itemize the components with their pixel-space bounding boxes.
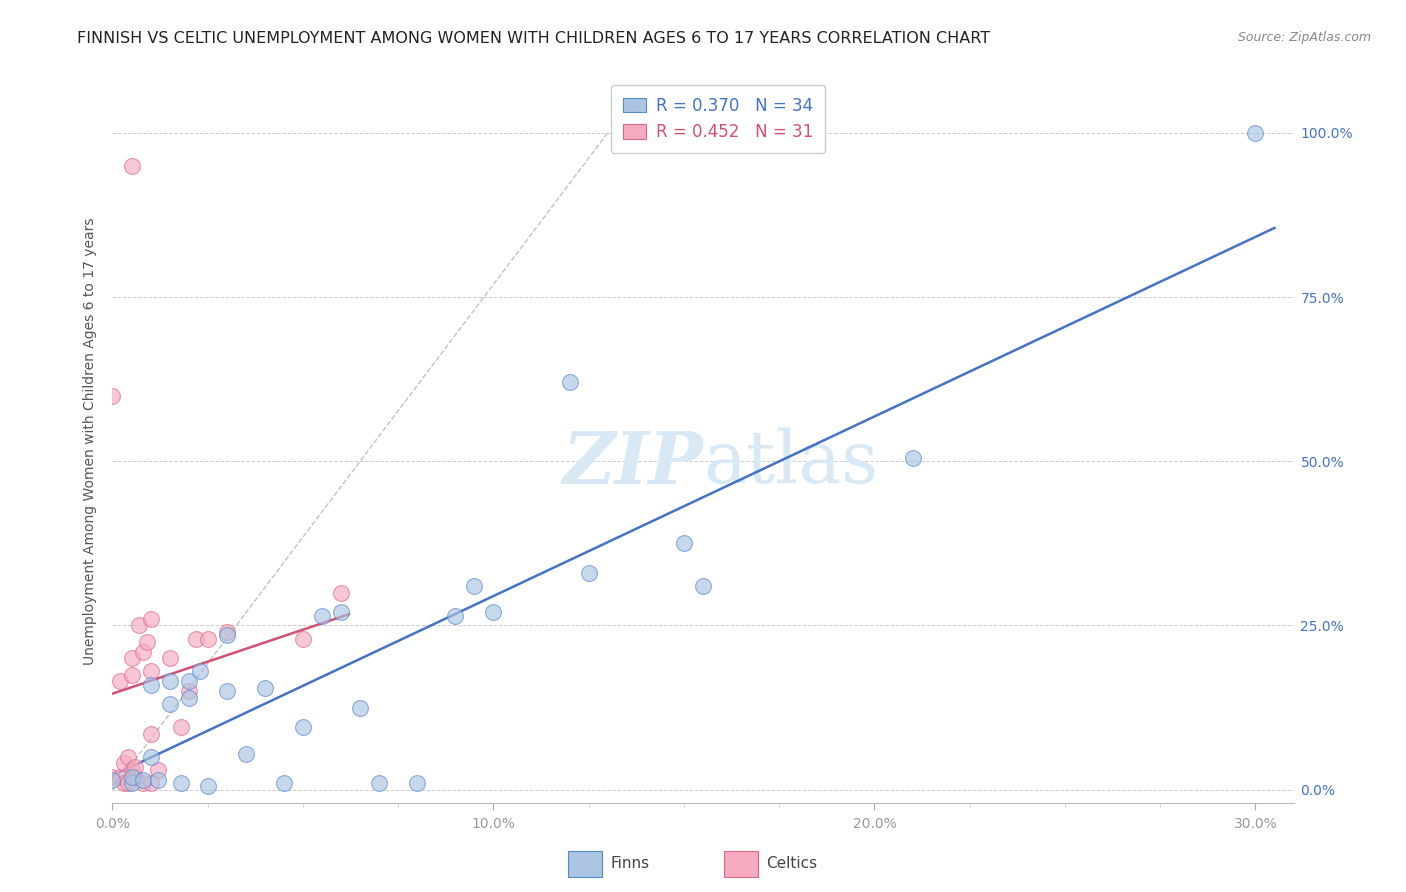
Point	[672, 536, 695, 550]
Point	[135, 635, 157, 649]
Point	[124, 770, 146, 784]
Point	[159, 651, 181, 665]
Point	[177, 684, 200, 698]
Point	[121, 159, 143, 173]
Point	[330, 585, 353, 599]
Point	[139, 727, 162, 741]
Point	[139, 677, 162, 691]
Point	[188, 665, 211, 679]
Point	[139, 776, 162, 790]
Point	[186, 632, 208, 646]
Point	[121, 763, 143, 777]
Point	[117, 749, 139, 764]
Point	[117, 776, 139, 790]
Point	[463, 579, 485, 593]
Point	[235, 747, 257, 761]
Text: Finns: Finns	[610, 855, 650, 871]
Point	[291, 632, 314, 646]
Point	[170, 776, 193, 790]
Point	[159, 698, 181, 712]
Point	[132, 645, 155, 659]
Point	[139, 665, 162, 679]
Point	[159, 674, 181, 689]
Point	[197, 780, 219, 794]
Point	[177, 690, 200, 705]
Point	[177, 674, 200, 689]
Point	[101, 388, 124, 402]
Text: ZIP: ZIP	[562, 428, 703, 499]
Point	[197, 632, 219, 646]
Point	[578, 566, 600, 580]
Point	[901, 450, 924, 465]
Point	[482, 605, 505, 619]
Point	[121, 667, 143, 681]
Point	[112, 756, 135, 771]
Point	[444, 608, 467, 623]
Point	[692, 579, 714, 593]
Point	[139, 612, 162, 626]
Point	[148, 763, 170, 777]
Point	[139, 749, 162, 764]
Text: atlas: atlas	[703, 428, 879, 499]
Text: FINNISH VS CELTIC UNEMPLOYMENT AMONG WOMEN WITH CHILDREN AGES 6 TO 17 YEARS CORR: FINNISH VS CELTIC UNEMPLOYMENT AMONG WOM…	[77, 31, 990, 46]
FancyBboxPatch shape	[568, 851, 602, 877]
Point	[101, 770, 124, 784]
Point	[215, 628, 238, 642]
Point	[253, 681, 276, 695]
Point	[215, 684, 238, 698]
Legend: R = 0.370   N = 34, R = 0.452   N = 31: R = 0.370 N = 34, R = 0.452 N = 31	[612, 85, 825, 153]
Point	[124, 760, 146, 774]
Point	[291, 720, 314, 734]
Point	[132, 776, 155, 790]
Point	[215, 625, 238, 640]
Point	[558, 376, 581, 390]
Point	[148, 772, 170, 787]
Point	[101, 772, 124, 787]
Point	[330, 605, 353, 619]
Point	[170, 720, 193, 734]
Point	[121, 776, 143, 790]
FancyBboxPatch shape	[724, 851, 758, 877]
Point	[406, 776, 429, 790]
Text: Source: ZipAtlas.com: Source: ZipAtlas.com	[1237, 31, 1371, 45]
Point	[121, 770, 143, 784]
Point	[1244, 126, 1267, 140]
Point	[108, 770, 131, 784]
Y-axis label: Unemployment Among Women with Children Ages 6 to 17 years: Unemployment Among Women with Children A…	[83, 218, 97, 665]
Point	[311, 608, 333, 623]
Point	[108, 674, 131, 689]
Point	[273, 776, 295, 790]
Point	[349, 700, 371, 714]
Point	[128, 618, 150, 632]
Point	[132, 772, 155, 787]
Point	[121, 651, 143, 665]
Text: Celtics: Celtics	[766, 855, 817, 871]
Point	[368, 776, 391, 790]
Point	[112, 776, 135, 790]
